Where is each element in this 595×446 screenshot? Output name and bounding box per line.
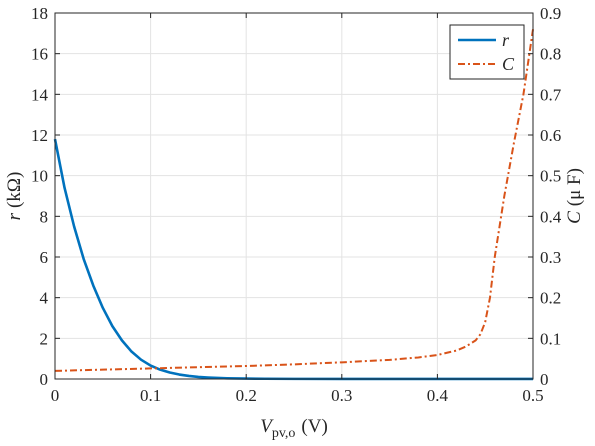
y-left-tick-label: 10 <box>31 167 48 186</box>
y-left-tick-label: 12 <box>31 126 48 145</box>
y-left-tick-label: 2 <box>40 329 49 348</box>
y-right-tick-label: 0 <box>540 370 549 389</box>
y-left-tick-label: 0 <box>40 370 49 389</box>
y-right-tick-label: 0.9 <box>540 4 561 23</box>
legend-label-r: r <box>502 30 510 50</box>
y-right-tick-label: 0.7 <box>540 85 562 104</box>
legend: r C <box>449 24 525 80</box>
y-left-tick-label: 4 <box>40 289 49 308</box>
x-tick-label: 0 <box>51 386 60 405</box>
x-tick-label: 0.5 <box>522 386 543 405</box>
y-right-tick-label: 0.3 <box>540 248 561 267</box>
x-tick-label: 0.3 <box>331 386 352 405</box>
y-right-tick-label: 0.6 <box>540 126 561 145</box>
y-left-tick-label: 14 <box>31 85 49 104</box>
tick-layer: 0 0.1 0.2 0.3 0.4 0.502468101214161800.10.20.… <box>31 4 562 405</box>
y-right-tick-label: 0.1 <box>540 329 561 348</box>
plot-frame <box>54 12 534 380</box>
y-right-axis-label: C(μ F) <box>564 168 585 224</box>
y-left-axis-label: r(kΩ) <box>4 172 25 221</box>
legend-box <box>449 24 525 80</box>
y-left-tick-label: 16 <box>31 45 48 64</box>
y-right-tick-label: 0.4 <box>540 207 562 226</box>
y-left-tick-label: 6 <box>40 248 49 267</box>
y-left-tick-label: 8 <box>40 207 49 226</box>
y-left-tick-label: 18 <box>31 4 48 23</box>
x-tick-label: 0.1 <box>140 386 161 405</box>
x-axis-label: Vpv,o (V) <box>260 416 328 441</box>
grid-lines <box>54 12 534 380</box>
x-tick-label: 0.2 <box>236 386 257 405</box>
legend-label-C: C <box>502 54 515 74</box>
y-right-tick-label: 0.5 <box>540 167 561 186</box>
y-right-tick-label: 0.8 <box>540 45 561 64</box>
x-tick-label: 0.4 <box>427 386 449 405</box>
y-right-tick-label: 0.2 <box>540 289 561 308</box>
